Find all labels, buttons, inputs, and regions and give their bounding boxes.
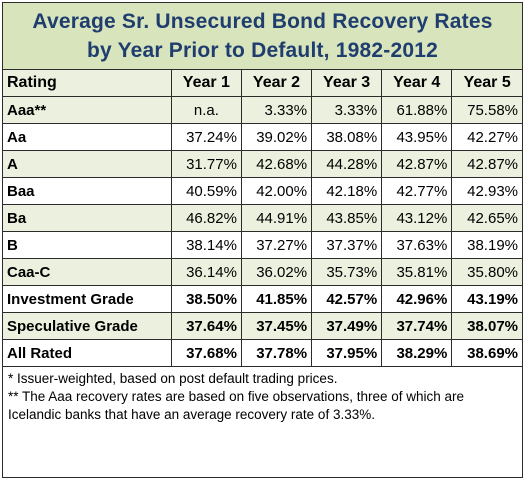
table-cell: 38.19% xyxy=(451,231,522,259)
table-row: Aaa** n.a. 3.33% 3.33% 61.88% 75.58% xyxy=(3,96,522,124)
header-year-4: Year 4 xyxy=(381,70,453,97)
table-cell: 3.33% xyxy=(241,96,313,124)
table-cell: 3.33% xyxy=(311,96,383,124)
table-cell: 37.63% xyxy=(381,231,453,259)
row-label: All Rated xyxy=(3,339,172,367)
table-cell: 38.07% xyxy=(451,312,522,340)
table-cell: 43.95% xyxy=(381,123,453,151)
table-cell: 36.14% xyxy=(171,258,242,286)
title-line-1: Average Sr. Unsecured Bond Recovery Rate… xyxy=(32,10,493,33)
table-cell: 35.73% xyxy=(311,258,383,286)
row-label: Investment Grade xyxy=(3,285,172,313)
table-cell: 38.69% xyxy=(451,339,522,367)
table-cell: 40.59% xyxy=(171,177,242,205)
table-cell: 37.95% xyxy=(311,339,383,367)
table-row: All Rated 37.68% 37.78% 37.95% 38.29% 38… xyxy=(3,339,522,367)
row-label: A xyxy=(3,150,172,178)
table-cell: 37.27% xyxy=(241,231,313,259)
table-row: Ba 46.82% 44.91% 43.85% 43.12% 42.65% xyxy=(3,204,522,232)
table-cell: 46.82% xyxy=(171,204,242,232)
table-cell: 42.27% xyxy=(451,123,522,151)
table-title: Average Sr. Unsecured Bond Recovery Rate… xyxy=(3,3,522,70)
table-cell: 75.58% xyxy=(451,96,522,124)
row-label: Aa xyxy=(3,123,172,151)
table-cell: 36.02% xyxy=(241,258,313,286)
table-cell: 37.49% xyxy=(311,312,383,340)
table-cell: 44.91% xyxy=(241,204,313,232)
table-row: Investment Grade 38.50% 41.85% 42.57% 42… xyxy=(3,285,522,313)
row-label: Caa-C xyxy=(3,258,172,286)
table-cell: 39.02% xyxy=(241,123,313,151)
table-cell: 44.28% xyxy=(311,150,383,178)
table-cell: 42.77% xyxy=(381,177,453,205)
table-cell: 37.74% xyxy=(381,312,453,340)
header-rating: Rating xyxy=(3,70,172,97)
table-row: Baa 40.59% 42.00% 42.18% 42.77% 42.93% xyxy=(3,177,522,205)
row-label: Aaa** xyxy=(3,96,172,124)
table-cell: 43.19% xyxy=(451,285,522,313)
table-cell: 37.64% xyxy=(171,312,242,340)
table-cell: 42.87% xyxy=(381,150,453,178)
table-cell: 42.65% xyxy=(451,204,522,232)
footnote-1: * Issuer-weighted, based on post default… xyxy=(8,371,338,386)
table-cell: 42.68% xyxy=(241,150,313,178)
footnotes: * Issuer-weighted, based on post default… xyxy=(3,367,522,427)
table-cell: 42.87% xyxy=(451,150,522,178)
table-cell: 35.81% xyxy=(381,258,453,286)
table-row: B 38.14% 37.27% 37.37% 37.63% 38.19% xyxy=(3,231,522,259)
table-cell: 42.93% xyxy=(451,177,522,205)
table-cell: 43.85% xyxy=(311,204,383,232)
table-cell: 35.80% xyxy=(451,258,522,286)
table-cell: n.a. xyxy=(171,96,242,124)
row-label: Ba xyxy=(3,204,172,232)
row-label: B xyxy=(3,231,172,259)
header-year-3: Year 3 xyxy=(311,70,383,97)
table-cell: 61.88% xyxy=(381,96,453,124)
header-year-2: Year 2 xyxy=(241,70,313,97)
header-year-5: Year 5 xyxy=(451,70,522,97)
table-cell: 37.45% xyxy=(241,312,313,340)
table-row: Aa 37.24% 39.02% 38.08% 43.95% 42.27% xyxy=(3,123,522,151)
table-cell: 38.08% xyxy=(311,123,383,151)
recovery-rates-table: Rating Year 1 Year 2 Year 3 Year 4 Year … xyxy=(3,70,522,367)
table-cell: 43.12% xyxy=(381,204,453,232)
footnote-2: ** The Aaa recovery rates are based on f… xyxy=(8,389,465,422)
table-cell: 42.57% xyxy=(311,285,383,313)
recovery-rates-table-frame: Average Sr. Unsecured Bond Recovery Rate… xyxy=(2,2,523,478)
table-cell: 37.78% xyxy=(241,339,313,367)
table-cell: 42.96% xyxy=(381,285,453,313)
table-cell: 37.37% xyxy=(311,231,383,259)
table-row: A 31.77% 42.68% 44.28% 42.87% 42.87% xyxy=(3,150,522,178)
table-cell: 38.14% xyxy=(171,231,242,259)
title-line-2: by Year Prior to Default, 1982-2012 xyxy=(87,39,438,62)
header-row: Rating Year 1 Year 2 Year 3 Year 4 Year … xyxy=(3,70,522,97)
row-label: Baa xyxy=(3,177,172,205)
table-row: Speculative Grade 37.64% 37.45% 37.49% 3… xyxy=(3,312,522,340)
table-cell: 38.50% xyxy=(171,285,242,313)
table-cell: 37.68% xyxy=(171,339,242,367)
table-row: Caa-C 36.14% 36.02% 35.73% 35.81% 35.80% xyxy=(3,258,522,286)
table-cell: 41.85% xyxy=(241,285,313,313)
row-label: Speculative Grade xyxy=(3,312,172,340)
header-year-1: Year 1 xyxy=(171,70,242,97)
table-cell: 42.00% xyxy=(241,177,313,205)
table-cell: 38.29% xyxy=(381,339,453,367)
table-cell: 31.77% xyxy=(171,150,242,178)
table-cell: 37.24% xyxy=(171,123,242,151)
table-cell: 42.18% xyxy=(311,177,383,205)
